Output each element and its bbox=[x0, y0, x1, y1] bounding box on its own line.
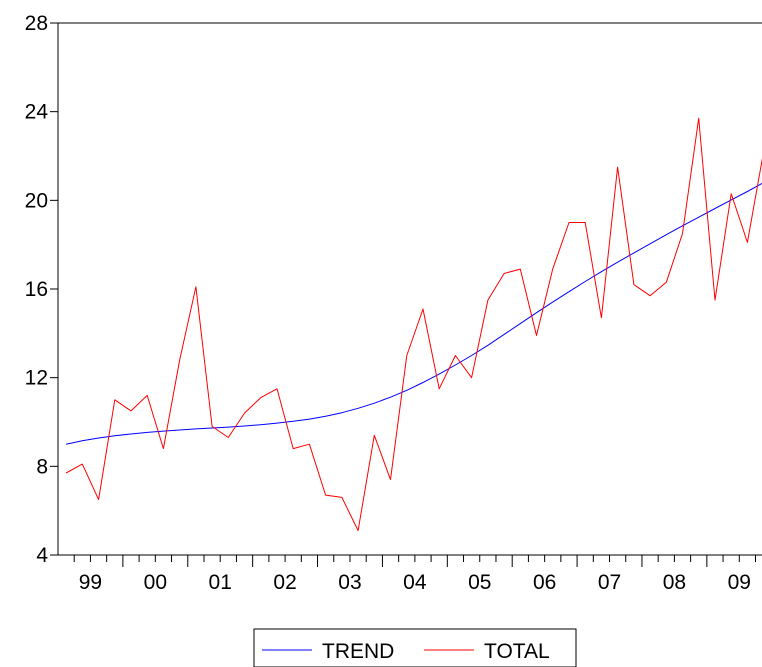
y-tick-label: 20 bbox=[25, 189, 48, 212]
y-axis: 4 8 12 16 20 24 28 bbox=[25, 12, 58, 567]
x-tick-label: 03 bbox=[338, 571, 361, 594]
x-tick-label: 08 bbox=[663, 571, 686, 594]
plot-frame bbox=[57, 22, 762, 556]
y-tick-label: 28 bbox=[25, 12, 48, 35]
legend-label: TOTAL bbox=[484, 640, 550, 663]
legend-label: TREND bbox=[322, 640, 394, 663]
y-tick-label: 16 bbox=[25, 278, 48, 301]
x-tick-label: 07 bbox=[598, 571, 621, 594]
y-tick-label: 12 bbox=[25, 367, 48, 390]
x-tick-label: 04 bbox=[403, 571, 427, 594]
series-line-trend bbox=[65, 182, 762, 445]
y-tick-label: 8 bbox=[36, 455, 48, 478]
x-axis: 99 00 01 02 03 04 05 06 07 08 09 bbox=[73, 555, 757, 594]
x-tick-label: 05 bbox=[468, 571, 491, 594]
x-tick-label: 99 bbox=[79, 571, 102, 594]
series-line-total bbox=[65, 117, 762, 532]
series-layer bbox=[65, 117, 762, 532]
x-tick-label: 01 bbox=[209, 571, 232, 594]
legend-box bbox=[253, 628, 577, 667]
legend: TREND TOTAL bbox=[253, 628, 577, 667]
x-tick-label: 09 bbox=[728, 571, 751, 594]
x-tick-label: 02 bbox=[273, 571, 296, 594]
y-tick-label: 4 bbox=[36, 544, 48, 567]
y-tick-label: 24 bbox=[25, 101, 49, 124]
x-tick-label: 06 bbox=[533, 571, 556, 594]
x-tick-label: 00 bbox=[144, 571, 167, 594]
